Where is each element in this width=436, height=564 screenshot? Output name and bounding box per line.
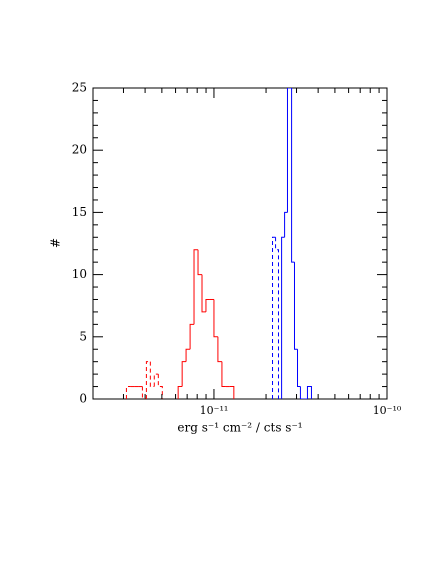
plot-frame — [92, 87, 388, 400]
histogram-bin — [281, 236, 285, 399]
histogram-bin — [299, 386, 308, 399]
histogram-bin — [205, 298, 210, 312]
histogram-bin — [197, 249, 203, 276]
histogram-bin — [201, 274, 206, 313]
histogram-bin — [213, 299, 218, 338]
histogram-bin — [229, 386, 235, 399]
histogram-bin — [193, 249, 199, 325]
y-tick-label: 15 — [72, 205, 87, 219]
histogram-bin — [306, 386, 312, 399]
histogram-bin — [272, 236, 276, 399]
x-tick-label: 10⁻¹⁰ — [373, 404, 402, 417]
y-tick-label: 5 — [79, 329, 87, 343]
histogram-bin — [275, 237, 279, 399]
histogram-bin — [157, 374, 163, 399]
histogram-bin — [181, 361, 187, 387]
histogram-bin — [221, 361, 226, 388]
histograms — [125, 88, 312, 399]
histogram-bin — [217, 336, 222, 363]
y-tick-label: 25 — [72, 81, 87, 95]
histogram-bin — [177, 386, 183, 399]
histogram-bin — [286, 88, 292, 213]
y-axis-label: # — [49, 238, 63, 248]
histogram-bin — [291, 88, 295, 263]
y-tick-label: 20 — [72, 143, 87, 157]
histogram-bin — [125, 386, 131, 399]
y-tick-label: 0 — [79, 392, 87, 406]
histogram-bin — [297, 349, 301, 388]
histogram-bin — [189, 323, 195, 350]
histogram-bin — [145, 361, 151, 399]
x-tick-label: 10⁻¹¹ — [200, 404, 229, 417]
x-axis-label: erg s⁻¹ cm⁻² / cts s⁻¹ — [177, 421, 302, 435]
histogram-bin — [185, 348, 191, 362]
histogram-bin — [293, 262, 298, 350]
histogram-bin — [284, 211, 288, 238]
histogram-bin — [153, 373, 159, 387]
y-tick-label: 10 — [72, 267, 87, 281]
histogram-bin — [141, 386, 147, 399]
histogram-bin — [149, 361, 155, 388]
